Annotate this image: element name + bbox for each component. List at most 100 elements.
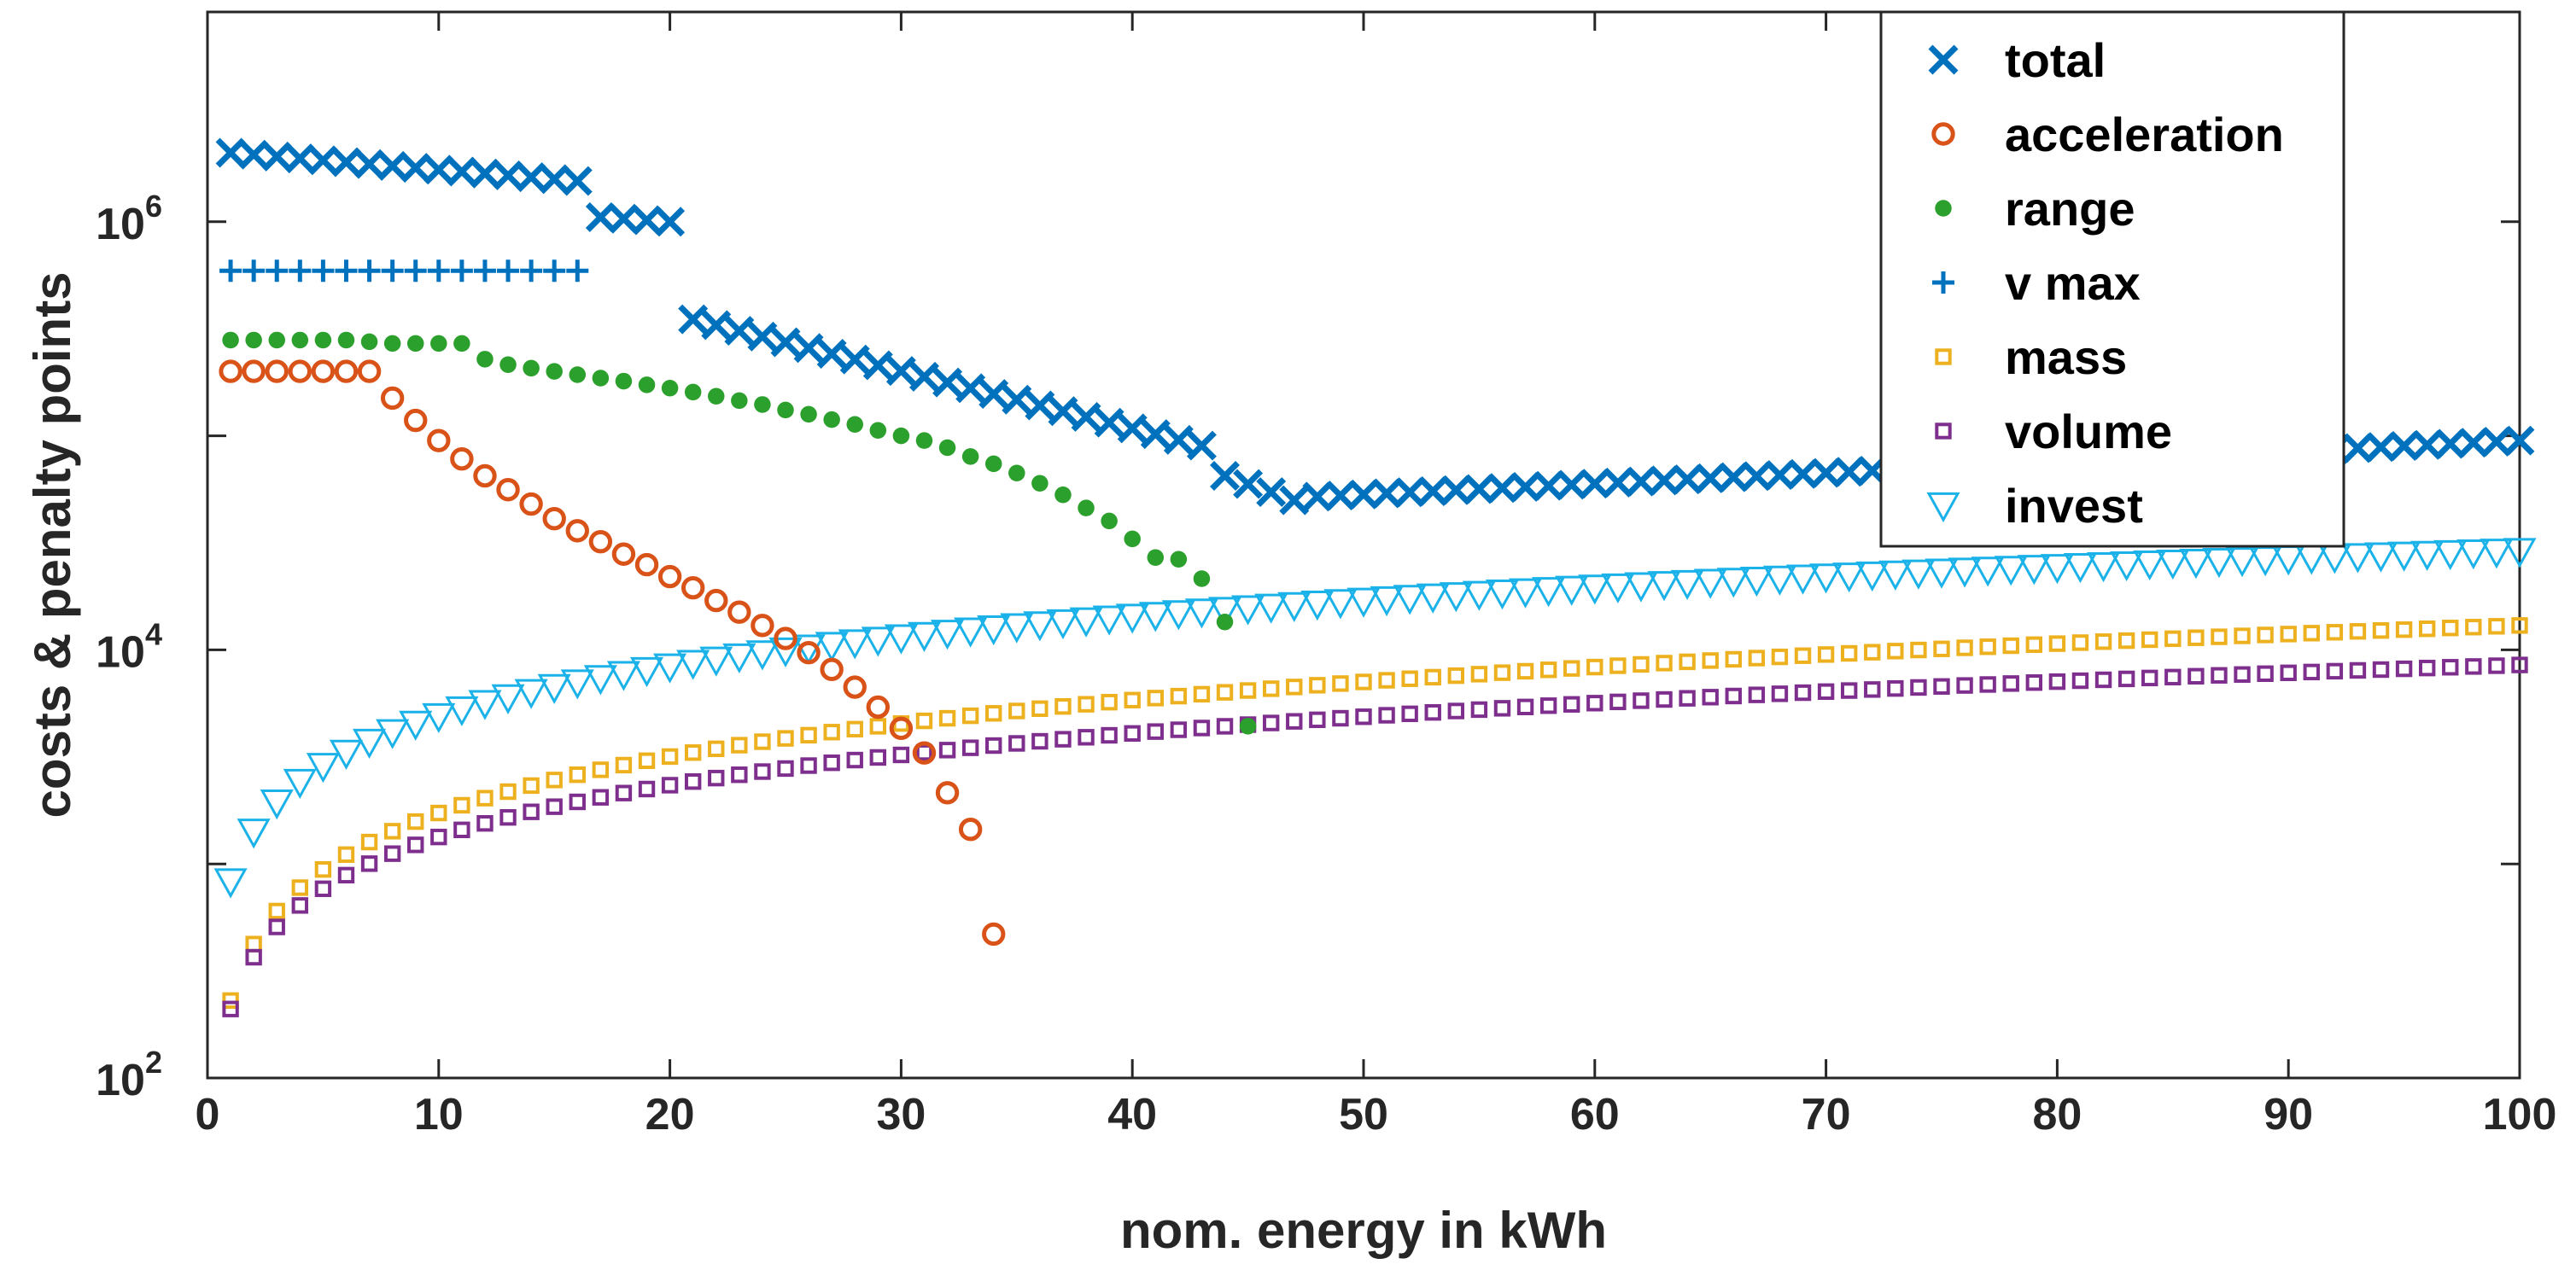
x-tick-label: 10 [414, 1090, 464, 1139]
data-point [1262, 680, 1280, 697]
data-point [1672, 464, 1703, 495]
data-point [1463, 474, 1494, 504]
data-point [2303, 625, 2320, 642]
data-point [546, 798, 563, 815]
data-point [1286, 679, 1303, 696]
data-point [1138, 602, 1172, 632]
data-point [869, 749, 887, 766]
data-point [245, 331, 262, 349]
data-point [2211, 667, 2228, 684]
data-point [353, 728, 387, 760]
data-point [1626, 466, 1656, 497]
data-point [1207, 597, 1242, 627]
series-invest [213, 538, 2537, 899]
data-point [1470, 666, 1488, 683]
data-point [1170, 551, 1188, 568]
data-point [1440, 475, 1471, 505]
data-point [722, 643, 756, 674]
data-point [2395, 660, 2413, 678]
data-point [268, 902, 285, 920]
data-point [406, 335, 424, 353]
data-point [611, 542, 636, 566]
y-tick-exponent: 4 [145, 616, 162, 651]
data-point [638, 376, 656, 393]
data-point [2412, 429, 2443, 460]
legend-item-range: range [1935, 182, 2135, 236]
data-point [1378, 707, 1395, 724]
legend-label: v max [2005, 256, 2141, 310]
data-point [592, 761, 610, 778]
data-point [1210, 461, 1240, 491]
data-point [450, 259, 473, 283]
data-point [961, 739, 979, 756]
data-point [2071, 672, 2089, 690]
data-point [2025, 674, 2043, 691]
series-v-max [219, 259, 589, 283]
data-point [537, 673, 571, 704]
data-point [1509, 578, 1543, 609]
data-point [1609, 693, 1627, 711]
data-point [427, 259, 450, 283]
data-point [1532, 577, 1566, 608]
x-tick-label: 70 [1802, 1090, 1851, 1139]
data-point [1462, 580, 1496, 611]
data-point [2349, 623, 2367, 640]
data-point [1124, 530, 1141, 548]
data-point [1370, 586, 1404, 617]
legend: total acceleration range v max mass volume inv… [1879, 10, 2345, 548]
data-point [1487, 473, 1517, 504]
data-point [846, 751, 863, 769]
data-point [445, 696, 479, 727]
data-point [565, 519, 589, 543]
data-point [634, 552, 659, 577]
x-tick-label: 40 [1107, 1090, 1157, 1139]
data-point [1000, 613, 1034, 644]
data-point [1147, 549, 1165, 566]
data-point [632, 205, 662, 236]
data-point [1840, 644, 1858, 662]
data-point [222, 1000, 239, 1017]
data-point [2342, 433, 2373, 463]
data-point [1716, 568, 1750, 598]
y-tick-label: 102 [96, 1045, 162, 1105]
data-point [1124, 725, 1141, 742]
data-point [954, 617, 988, 648]
data-point [453, 335, 470, 353]
data-point [1031, 732, 1049, 750]
data-point [1901, 559, 1936, 590]
data-point [1325, 481, 1356, 511]
data-point [569, 793, 586, 811]
data-point [314, 880, 332, 898]
data-point [562, 166, 593, 196]
data-point [774, 626, 797, 650]
data-point [2433, 539, 2468, 571]
data-point [1054, 731, 1072, 748]
data-point [823, 411, 840, 428]
data-point [1002, 384, 1032, 415]
data-point [473, 259, 496, 283]
data-point [1785, 564, 1820, 595]
data-point [2465, 658, 2482, 675]
data-point [727, 600, 751, 624]
x-tick-label: 80 [2032, 1090, 2082, 1139]
data-point [907, 621, 942, 652]
data-point [499, 808, 517, 826]
data-point [358, 259, 381, 283]
legend-label: total [2005, 33, 2106, 87]
data-point [869, 718, 887, 735]
data-point [1771, 685, 1789, 702]
data-point [519, 492, 543, 516]
data-point [1323, 589, 1358, 620]
data-point [2504, 425, 2535, 456]
data-point [592, 789, 610, 806]
data-point [1693, 568, 1727, 599]
data-point [1092, 605, 1126, 636]
data-point [496, 478, 520, 502]
data-point [1931, 122, 1955, 146]
data-point [523, 777, 540, 795]
data-point [977, 615, 1011, 646]
data-point [1979, 638, 1996, 655]
data-point [291, 897, 309, 914]
data-point [684, 772, 702, 790]
data-point [681, 575, 705, 600]
